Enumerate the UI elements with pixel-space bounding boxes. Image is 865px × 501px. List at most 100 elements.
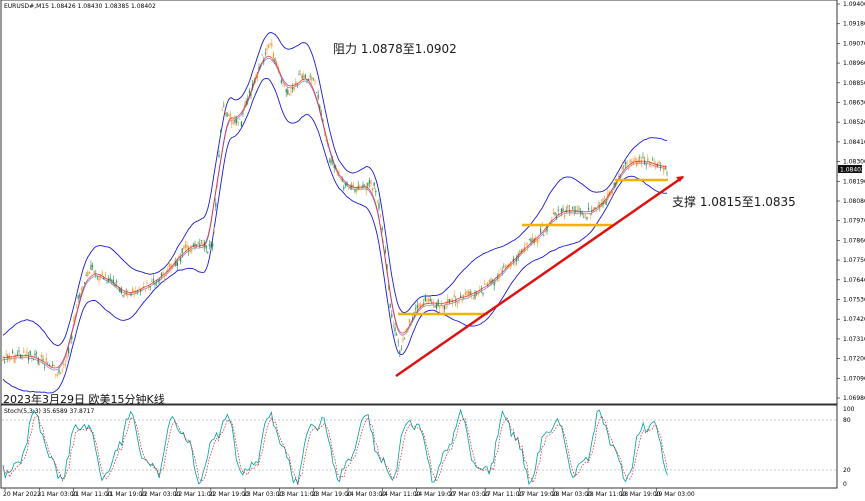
candle-body [42,358,44,361]
candle-body [71,336,73,340]
candle-body [248,90,250,93]
chart-caption: 2023年3月29日 欧美15分钟K线 [3,392,165,406]
candle-body [634,157,636,162]
candle-body [298,74,300,75]
candle-body [394,327,396,332]
candle-body [194,243,196,247]
candle-body [530,238,532,243]
bollinger-lower [2,78,668,394]
candle-body [165,274,167,277]
price-tick-label: 1.07530 [843,297,865,304]
candle-body [496,277,498,279]
candle-body [88,272,90,274]
candle-body [104,275,106,276]
candle-body [551,219,553,224]
candle-body [621,167,623,170]
candle-body [546,225,548,232]
candle-body [570,211,572,214]
candle-body [23,350,25,353]
candle-body [330,159,332,164]
candle-body [589,214,591,215]
candle-body [80,288,82,290]
candle-body [124,293,126,296]
candle-body [391,314,393,317]
candle-body [141,289,143,290]
candle-body [303,74,305,79]
candle-body [10,356,12,359]
candle-body [79,293,81,298]
candle-body [234,120,236,123]
candle-body [250,93,252,96]
candle-body [591,209,593,212]
oscillator-frame[interactable] [0,404,838,489]
candle-body [562,208,564,211]
candle-body [135,290,137,294]
main-chart-frame[interactable] [0,0,838,405]
time-tick-label: 23 Mar 11:00 [277,491,317,498]
candle-body [116,281,118,283]
candle-body [472,297,474,299]
price-tick-label: 1.07420 [843,316,865,323]
candle-body [276,61,278,65]
candle-body [541,226,543,228]
candle-body [271,43,273,47]
candle-body [572,207,574,209]
candle-body [21,355,23,360]
candle-body [20,354,22,359]
candle-body [410,323,412,325]
candle-body [138,290,140,292]
candle-body [583,216,585,218]
time-tick-label: 23 Mar 19:00 [312,491,352,498]
candle-body [159,278,161,281]
candle-body [605,201,607,205]
time-tick-label: 24 Mar 03:00 [346,491,386,498]
time-tick-label: 24 Mar 11:00 [380,491,420,498]
candle-body [492,280,494,282]
candle-body [108,278,110,282]
price-tick-label: 1.07750 [843,257,865,264]
candle-body [128,294,130,295]
candle-body [93,270,95,274]
candle-body [56,374,58,376]
candle-body [447,299,449,304]
candle-body [224,112,226,114]
candle-body [520,251,522,252]
candle-body [360,188,362,190]
candle-body [362,184,364,188]
candle-body [85,275,87,277]
candle-body [527,246,529,249]
candle-body [320,113,322,115]
candle-body [528,239,530,241]
candle-body [404,338,406,340]
candle-body [402,339,404,341]
candle-body [264,53,266,55]
candle-body [200,240,202,242]
osc-tick-label: 0 [843,481,847,488]
candle-body [64,364,66,366]
candle-body [205,245,207,249]
candle-body [501,270,503,273]
candle-body [650,162,652,165]
candle-body [207,251,209,253]
time-tick-label: 22 Mar 19:00 [209,491,249,498]
candle-body [223,105,225,107]
candle-body [197,241,199,245]
candle-body [237,123,239,125]
candle-body [232,122,234,124]
candle-body [266,47,268,51]
candle-body [392,325,394,327]
osc-tick-label: 20 [843,467,851,474]
candle-body [399,350,401,354]
candle-body [468,290,470,295]
candle-body [623,165,625,167]
price-tick-label: 1.08630 [843,100,865,107]
candle-body [344,183,346,186]
candle-body [28,356,30,361]
candle-body [256,73,258,79]
candle-body [122,295,124,297]
candle-body [98,276,100,281]
candle-body [192,244,194,247]
candle-body [372,188,374,191]
candle-body [261,54,263,55]
